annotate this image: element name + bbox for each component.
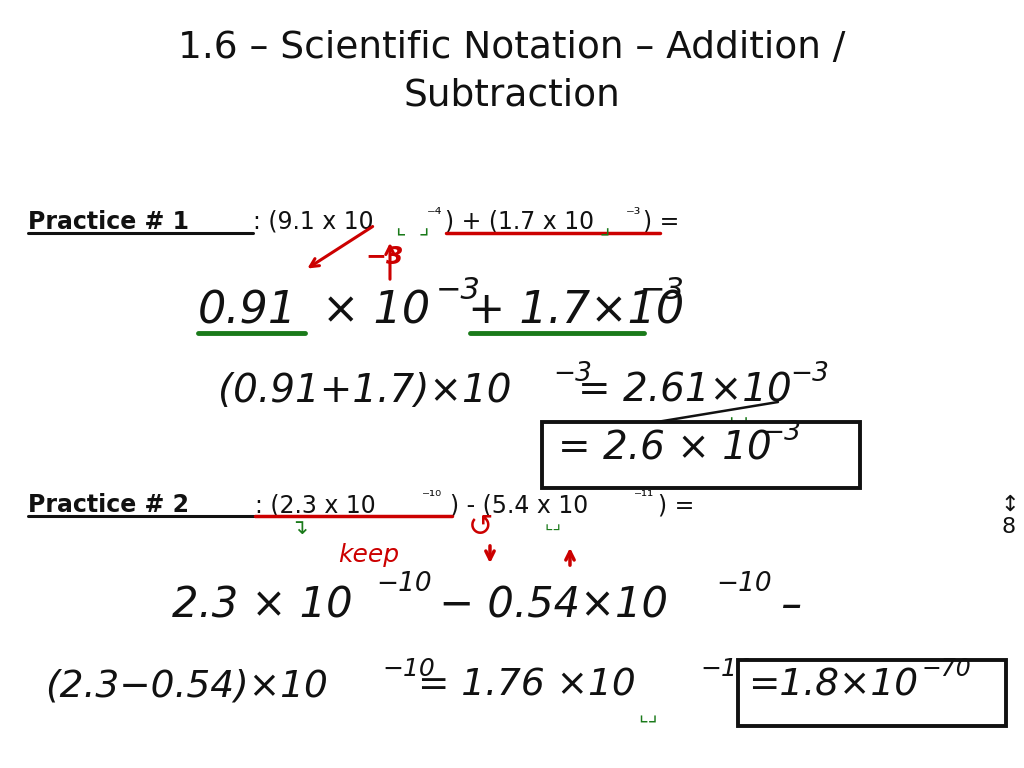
Text: × 10: × 10 xyxy=(308,290,430,333)
Text: − 0.54×10: − 0.54×10 xyxy=(426,585,668,627)
Text: −10: −10 xyxy=(376,571,431,597)
Text: 8: 8 xyxy=(1001,517,1016,537)
Text: −10: −10 xyxy=(700,657,753,681)
Text: 0.91: 0.91 xyxy=(198,290,297,333)
Text: : (9.1 x 10: : (9.1 x 10 xyxy=(253,210,374,234)
Text: −3: −3 xyxy=(436,276,481,305)
Text: = 1.76 ×10: = 1.76 ×10 xyxy=(418,668,636,704)
Text: ⁻⁴: ⁻⁴ xyxy=(427,206,442,224)
Text: −3: −3 xyxy=(365,245,403,269)
Text: −3: −3 xyxy=(790,361,828,387)
Text: =1.8×10: =1.8×10 xyxy=(748,668,919,704)
Text: Subtraction: Subtraction xyxy=(403,78,621,114)
Text: ⁻³: ⁻³ xyxy=(626,206,641,224)
Text: −3: −3 xyxy=(553,361,592,387)
Text: 2.3 × 10: 2.3 × 10 xyxy=(172,585,352,627)
Text: ⌟: ⌟ xyxy=(600,218,610,238)
Text: (2.3−0.54)×10: (2.3−0.54)×10 xyxy=(45,668,328,704)
Text: (0.91+1.7)×10: (0.91+1.7)×10 xyxy=(218,372,512,410)
Text: ⁻¹¹: ⁻¹¹ xyxy=(634,489,654,504)
Text: ↕: ↕ xyxy=(1000,495,1019,515)
Bar xyxy=(542,422,860,488)
Text: −3: −3 xyxy=(762,420,801,446)
Text: + 1.7×10: + 1.7×10 xyxy=(468,290,684,333)
Text: ↴: ↴ xyxy=(290,518,307,538)
Text: −10: −10 xyxy=(716,571,772,597)
Text: 1.6 – Scientific Notation – Addition /: 1.6 – Scientific Notation – Addition / xyxy=(178,30,846,66)
Text: ⌞⌟: ⌞⌟ xyxy=(545,515,562,533)
Text: ) =: ) = xyxy=(643,210,679,234)
Text: ⁻¹⁰: ⁻¹⁰ xyxy=(422,489,442,504)
Text: ⌟: ⌟ xyxy=(419,218,429,238)
Text: −70: −70 xyxy=(922,657,972,681)
Text: : (2.3 x 10: : (2.3 x 10 xyxy=(255,493,376,517)
Bar xyxy=(738,660,1006,726)
Text: ⌞⌟: ⌞⌟ xyxy=(638,706,657,726)
Text: ⌞⌟: ⌞⌟ xyxy=(728,407,749,427)
Text: −3: −3 xyxy=(640,276,685,305)
Text: keep: keep xyxy=(338,543,399,567)
Text: = 2.61×10: = 2.61×10 xyxy=(578,372,792,410)
Text: Practice # 1: Practice # 1 xyxy=(28,210,189,234)
Text: ) + (1.7 x 10: ) + (1.7 x 10 xyxy=(445,210,594,234)
Text: –: – xyxy=(768,585,802,627)
Text: ) - (5.4 x 10: ) - (5.4 x 10 xyxy=(450,493,588,517)
Text: −10: −10 xyxy=(382,657,435,681)
Text: Practice # 2: Practice # 2 xyxy=(28,493,189,517)
Text: ⌞: ⌞ xyxy=(395,218,406,238)
Text: ↺: ↺ xyxy=(468,513,494,542)
Text: ) =: ) = xyxy=(658,493,694,517)
Text: = 2.6 × 10: = 2.6 × 10 xyxy=(558,430,772,468)
